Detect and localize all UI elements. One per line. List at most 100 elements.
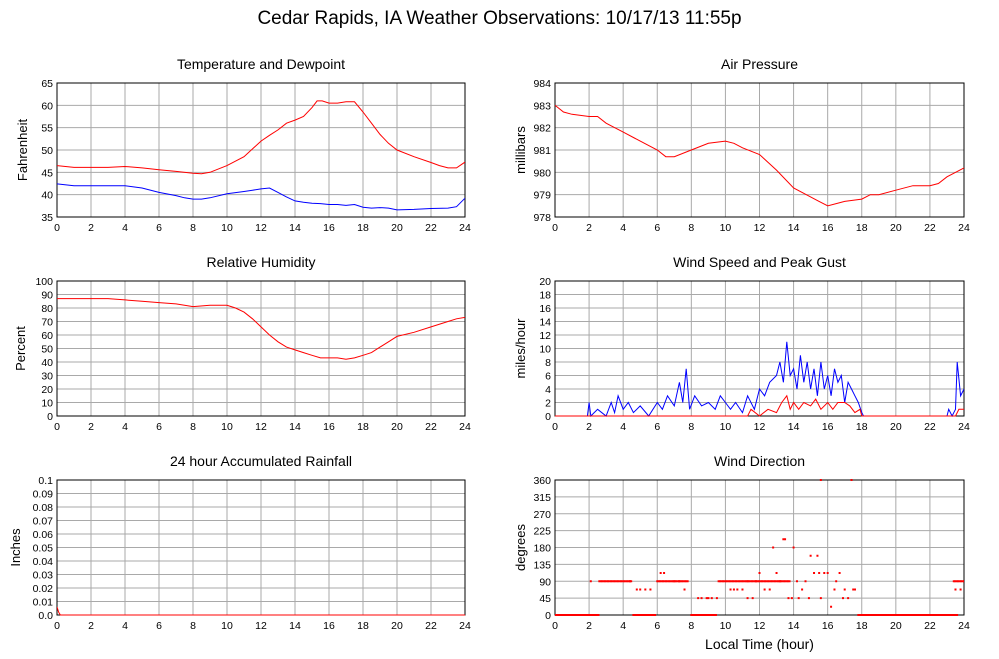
data-point [588, 614, 591, 616]
data-point [627, 580, 630, 583]
x-tick-label: 6 [654, 620, 660, 632]
x-tick-label: 12 [754, 620, 766, 632]
data-point [923, 614, 926, 616]
y-tick-label: 981 [533, 145, 551, 157]
data-point [959, 588, 962, 591]
y-tick-label: 0 [545, 610, 551, 622]
data-layer [57, 100, 465, 211]
y-tick-label: 135 [533, 559, 551, 571]
y-tick-label: 0.08 [33, 502, 54, 514]
y-tick-label: 0.05 [33, 543, 54, 555]
data-point [852, 588, 855, 591]
data-point [568, 614, 571, 616]
x-tick-label: 10 [221, 222, 233, 234]
data-point [733, 580, 736, 583]
data-point [615, 580, 618, 583]
data-point [609, 580, 612, 583]
data-point [880, 614, 883, 616]
x-tick-label: 6 [156, 421, 162, 433]
data-point [785, 580, 788, 583]
data-point [833, 588, 836, 591]
data-point [788, 580, 791, 583]
data-point [659, 580, 662, 583]
data-point [804, 580, 807, 583]
y-tick-label: 270 [533, 509, 551, 521]
y-tick-label: 315 [533, 492, 551, 504]
data-point [584, 614, 587, 616]
data-point [707, 597, 710, 600]
y-tick-label: 40 [41, 357, 53, 369]
y-tick-label: 980 [533, 167, 551, 179]
y-axis-label: Inches [8, 528, 23, 567]
data-point [605, 580, 608, 583]
x-tick-label: 10 [720, 421, 732, 433]
data-point [739, 580, 742, 583]
data-point [726, 580, 729, 583]
data-point [740, 580, 743, 583]
data-point [710, 597, 713, 600]
data-point [826, 572, 829, 574]
data-point [717, 580, 720, 583]
chart-title: Temperature and Dewpoint [177, 56, 345, 72]
data-point [581, 614, 584, 616]
data-point [601, 580, 604, 583]
data-point [784, 580, 787, 583]
y-tick-label: 4 [545, 384, 551, 396]
x-tick-label: 6 [156, 620, 162, 632]
data-point [625, 580, 628, 583]
x-tick-label: 8 [190, 222, 196, 234]
data-point [950, 614, 953, 616]
data-point [897, 614, 900, 616]
data-point [633, 614, 636, 616]
data-point [750, 580, 753, 583]
data-point [555, 614, 558, 616]
data-point [807, 597, 810, 600]
data-point [602, 580, 605, 583]
data-point [667, 580, 670, 583]
data-point [890, 614, 893, 616]
y-tick-label: 0 [47, 411, 53, 423]
data-point [611, 580, 614, 583]
data-point [646, 614, 649, 616]
data-point [582, 614, 585, 616]
data-point [585, 614, 588, 616]
series-line [57, 606, 465, 616]
data-point [620, 580, 623, 583]
plot-frame [56, 280, 466, 417]
x-tick-label: 16 [323, 421, 335, 433]
data-point [947, 614, 950, 616]
data-point [690, 614, 693, 616]
data-point [621, 580, 624, 583]
data-point [801, 588, 804, 591]
data-point [727, 580, 730, 583]
data-point [956, 614, 959, 616]
data-point [624, 580, 627, 583]
data-point [775, 572, 778, 574]
y-tick-label: 50 [41, 145, 53, 157]
data-point [932, 614, 935, 616]
data-point [755, 580, 758, 583]
data-point [874, 614, 877, 616]
data-point [877, 614, 880, 616]
data-point [819, 479, 822, 481]
data-point [916, 614, 919, 616]
data-point [663, 572, 666, 574]
data-point [656, 580, 659, 583]
data-point [594, 614, 597, 616]
x-tick-label: 0 [54, 620, 60, 632]
y-tick-label: 55 [41, 123, 53, 135]
y-tick-label: 979 [533, 190, 551, 202]
data-point [896, 614, 899, 616]
y-tick-label: 984 [533, 78, 551, 90]
data-point [867, 614, 870, 616]
data-point [895, 614, 898, 616]
data-point [587, 614, 590, 616]
data-point [883, 614, 886, 616]
data-point [746, 580, 749, 583]
series-line [555, 104, 964, 207]
data-point [892, 614, 895, 616]
x-tick-label: 12 [754, 421, 766, 433]
